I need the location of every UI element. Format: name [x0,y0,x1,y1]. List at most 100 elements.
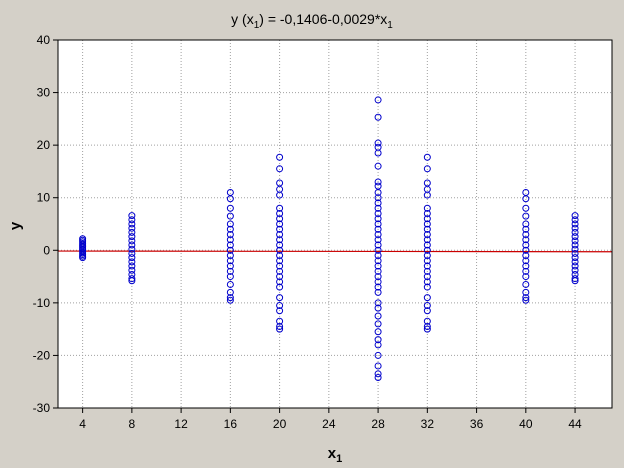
data-point [276,257,284,265]
x-tick-label: 12 [174,417,188,431]
data-point [423,225,431,233]
data-point [276,273,284,281]
data-point [522,212,530,220]
data-point [374,113,382,121]
data-point [423,246,431,254]
data-point [128,237,136,245]
data-point [276,236,284,244]
data-point [571,220,579,228]
data-point [276,215,284,223]
data-point [128,275,136,283]
data-point [128,216,136,224]
data-point [276,165,284,173]
data-point [226,257,234,265]
data-point [571,262,579,270]
data-point [522,262,530,270]
data-point [226,204,234,212]
chart-title: y (x1) = -0,1406-0,0029*x1 [231,11,393,31]
data-point [522,267,530,275]
data-point [374,370,382,378]
data-point [128,212,136,220]
data-point [522,241,530,249]
data-point [374,236,382,244]
data-point [522,236,530,244]
data-point [276,252,284,260]
data-point [522,273,530,281]
data-point [374,139,382,147]
data-point [374,336,382,344]
x-tick-label: 44 [568,417,582,431]
data-point [276,294,284,302]
data-point [276,204,284,212]
data-point [571,212,579,220]
data-point [128,277,136,285]
data-point [374,199,382,207]
data-point [571,258,579,266]
data-point [423,209,431,217]
data-point [276,241,284,249]
data-point [276,283,284,291]
data-point [374,304,382,312]
data-point [374,96,382,104]
data-point [423,165,431,173]
data-point [423,307,431,315]
data-point [571,224,579,232]
data-point [423,267,431,275]
y-tick-label: 0 [43,243,50,257]
data-point [374,351,382,359]
y-tick-label: 10 [37,191,51,205]
data-point [128,220,136,228]
data-point [423,252,431,260]
data-point [522,231,530,239]
data-point [226,296,234,304]
data-point [276,262,284,270]
data-point [374,149,382,157]
data-point [226,246,234,254]
data-point [374,188,382,196]
data-point [374,257,382,265]
data-point [226,262,234,270]
x-tick-label: 28 [371,417,385,431]
data-point [374,374,382,382]
data-point [374,162,382,170]
data-point [522,257,530,265]
y-axis-ticks: -30 -20 -10 0 10 20 30 40 [33,33,58,415]
data-point [226,195,234,203]
data-point [226,273,234,281]
data-points [79,96,579,382]
y-tick-label: 40 [37,33,51,47]
x-axis-ticks: 4 8 12 16 20 24 28 32 36 40 44 [79,408,582,431]
data-point [226,212,234,220]
data-point [374,328,382,336]
x-tick-label: 40 [519,417,533,431]
data-point [276,267,284,275]
data-point [374,215,382,223]
data-point [226,236,234,244]
y-axis-title: y [7,221,24,230]
data-point [522,246,530,254]
data-point [128,266,136,274]
data-point [128,258,136,266]
data-point [522,280,530,288]
data-point [522,225,530,233]
data-point [423,220,431,228]
data-point [374,312,382,320]
data-point [374,220,382,228]
data-point [374,252,382,260]
data-point [423,257,431,265]
data-point [226,225,234,233]
x-tick-label: 24 [322,417,336,431]
data-point [128,262,136,270]
data-point [276,225,284,233]
data-point [128,241,136,249]
data-point [128,224,136,232]
y-tick-label: -20 [33,348,51,362]
data-point [374,273,382,281]
x-tick-label: 8 [129,417,136,431]
data-point [374,283,382,291]
x-tick-label: 36 [470,417,484,431]
data-point [374,278,382,286]
data-point [522,296,530,304]
data-point [276,209,284,217]
